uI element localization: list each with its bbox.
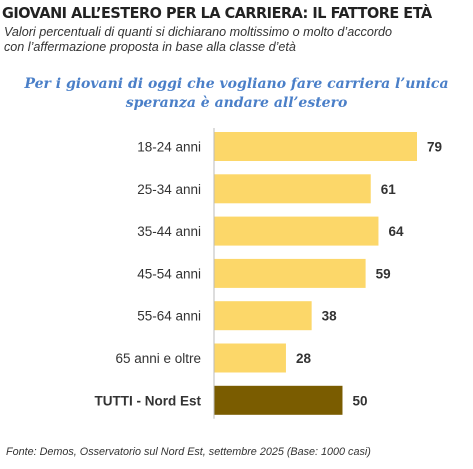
statement-line-1: Per i giovani di oggi che vogliano fare … bbox=[24, 76, 449, 92]
category-label: 25-34 anni bbox=[137, 182, 201, 197]
value-label: 61 bbox=[381, 182, 397, 197]
bar-5 bbox=[214, 301, 312, 331]
subtitle-line-2: con l’affermazione proposta in base alla… bbox=[4, 40, 296, 54]
chart-title: GIOVANI ALL’ESTERO PER LA CARRIERA: IL F… bbox=[2, 4, 432, 22]
category-label: 45-54 anni bbox=[137, 266, 201, 281]
bar-2 bbox=[214, 174, 371, 204]
statement-line-2: speranza è andare all’estero bbox=[125, 95, 348, 111]
bar-7 bbox=[214, 385, 343, 415]
category-label: 18-24 anni bbox=[137, 140, 201, 155]
value-label: 59 bbox=[376, 266, 391, 281]
bar-3 bbox=[214, 216, 379, 246]
bar-1 bbox=[214, 132, 417, 161]
category-label: 65 anni e oltre bbox=[115, 351, 201, 366]
value-label: 79 bbox=[427, 140, 442, 155]
chart-subtitle: Valori percentuali di quanti si dichiara… bbox=[4, 25, 464, 55]
source-note: Fonte: Demos, Osservatorio sul Nord Est,… bbox=[6, 446, 371, 458]
value-label: 64 bbox=[388, 224, 404, 239]
value-label: 28 bbox=[296, 351, 312, 366]
category-label: 55-64 anni bbox=[137, 309, 201, 324]
bar-4 bbox=[214, 258, 366, 288]
bar-6 bbox=[214, 343, 286, 373]
value-label: 50 bbox=[352, 393, 367, 408]
statement-title: Per i giovani di oggi che vogliano fare … bbox=[0, 75, 473, 113]
category-label: TUTTI - Nord Est bbox=[95, 393, 202, 408]
category-label: 35-44 anni bbox=[137, 224, 201, 239]
value-label: 38 bbox=[322, 309, 338, 324]
subtitle-line-1: Valori percentuali di quanti si dichiara… bbox=[4, 25, 393, 39]
